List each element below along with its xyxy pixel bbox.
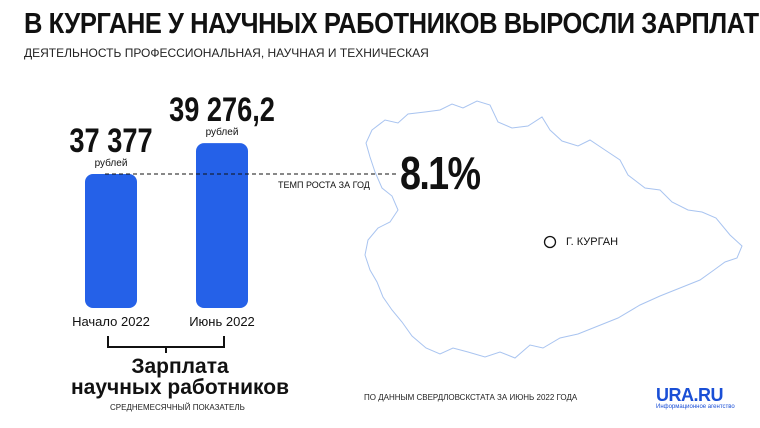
bar-2 xyxy=(196,143,248,308)
category-label-2: Июнь 2022 xyxy=(189,314,255,329)
caption-bracket xyxy=(107,336,225,348)
value-label-1: 37 377 xyxy=(69,121,152,160)
kurgan-city-marker xyxy=(543,235,557,249)
ura-logo-tagline: Информационное агентство xyxy=(656,404,735,410)
unit-label-1: рублей xyxy=(95,157,128,169)
caption-line-2: научных работников xyxy=(71,376,289,399)
category-label-1: Начало 2022 xyxy=(72,314,150,329)
unit-label-2: рублей xyxy=(206,126,239,138)
growth-value: 8.1% xyxy=(400,147,481,199)
page-subtitle: ДЕЯТЕЛЬНОСТЬ ПРОФЕССИОНАЛЬНАЯ, НАУЧНАЯ И… xyxy=(24,46,429,60)
source-note: ПО ДАННЫМ СВЕРДЛОВСКСТАТА ЗА ИЮНЬ 2022 Г… xyxy=(364,393,578,402)
page-title: В КУРГАНЕ У НАУЧНЫХ РАБОТНИКОВ ВЫРОСЛИ З… xyxy=(24,8,760,40)
ura-logo: URA.RU xyxy=(656,385,724,405)
caption-line-1: Зарплата xyxy=(131,355,229,378)
caption-note: СРЕДНЕМЕСЯЧНЫЙ ПОКАЗАТЕЛЬ xyxy=(110,403,245,412)
bar-1 xyxy=(85,174,137,308)
value-label-2: 39 276,2 xyxy=(169,90,275,129)
growth-label: ТЕМП РОСТА ЗА ГОД xyxy=(278,180,370,190)
kurgan-region-map xyxy=(364,100,743,359)
city-label: Г. КУРГАН xyxy=(566,236,619,248)
